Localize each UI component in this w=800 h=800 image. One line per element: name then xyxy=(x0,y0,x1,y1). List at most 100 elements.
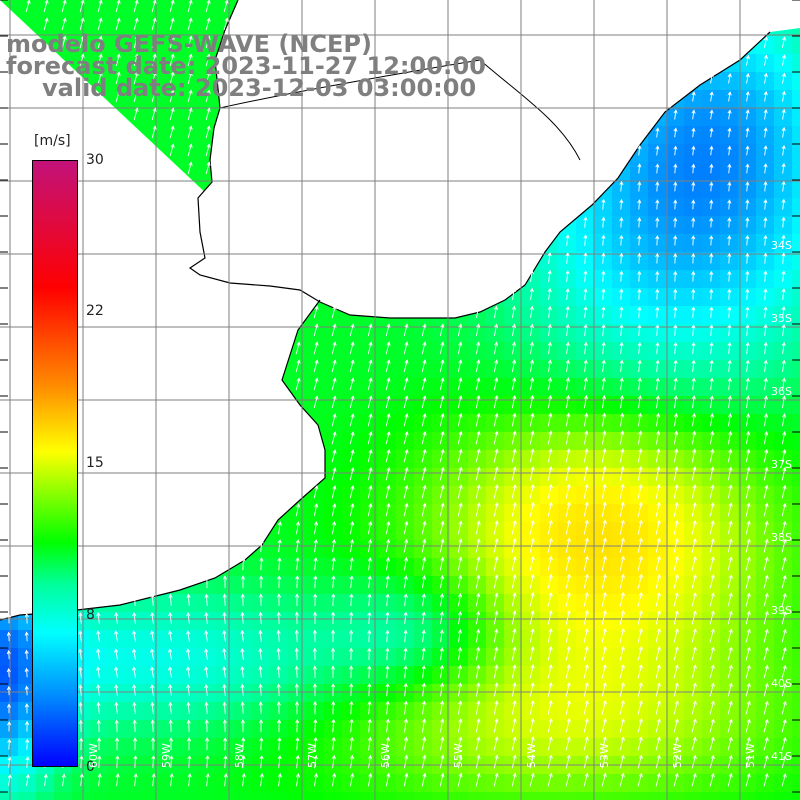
wind-speed-cell xyxy=(792,378,800,397)
wind-arrow xyxy=(439,754,445,769)
wind-speed-cell xyxy=(792,234,800,253)
wind-arrow xyxy=(439,520,445,535)
wind-speed-cell xyxy=(792,216,800,235)
wind-arrow xyxy=(403,629,408,643)
wind-arrow xyxy=(204,719,209,733)
wind-arrow xyxy=(205,737,210,751)
wind-arrow xyxy=(529,287,534,300)
wind-arrow xyxy=(673,306,678,318)
wind-speed-cell xyxy=(18,792,37,800)
wind-arrow xyxy=(349,395,355,409)
wind-arrow xyxy=(457,611,463,625)
wind-arrow xyxy=(781,431,787,445)
wind-speed-cell xyxy=(306,792,325,800)
wind-arrow xyxy=(565,537,571,553)
wind-arrow xyxy=(601,699,607,715)
wind-arrow xyxy=(493,448,499,463)
wind-arrow xyxy=(439,502,445,517)
wind-arrow xyxy=(151,755,156,769)
wind-arrow xyxy=(385,449,391,463)
wind-arrow xyxy=(763,773,769,787)
wind-arrow xyxy=(314,521,319,535)
wind-arrow xyxy=(457,377,463,391)
wind-arrow xyxy=(547,699,553,715)
wind-arrow xyxy=(493,466,499,481)
wind-arrow xyxy=(367,467,373,481)
wind-arrow xyxy=(565,501,571,517)
wind-arrow xyxy=(709,73,714,84)
wind-arrow xyxy=(637,377,642,391)
wind-arrow xyxy=(330,647,336,660)
wind-arrow xyxy=(781,144,786,156)
wind-arrow xyxy=(385,377,391,391)
wind-arrow xyxy=(403,520,409,535)
wind-arrow xyxy=(655,235,660,246)
wind-arrow xyxy=(709,288,714,300)
wind-arrow xyxy=(601,198,606,210)
wind-arrow xyxy=(96,630,101,642)
wind-arrow xyxy=(529,483,535,499)
wind-arrow xyxy=(601,288,606,300)
wind-arrow xyxy=(458,682,463,697)
wind-arrow xyxy=(727,610,733,625)
wind-arrow xyxy=(168,701,173,714)
wind-arrow xyxy=(349,431,355,445)
wind-arrow xyxy=(96,611,101,624)
wind-arrow xyxy=(601,394,607,409)
wind-arrow xyxy=(421,754,427,769)
wind-arrow xyxy=(781,736,787,751)
wind-arrow xyxy=(294,611,299,624)
wind-arrow xyxy=(673,555,679,571)
wind-arrow xyxy=(511,287,516,301)
wind-arrow xyxy=(583,483,589,499)
wind-arrow xyxy=(367,485,373,499)
wind-arrow xyxy=(583,718,589,733)
wind-speed-cell xyxy=(792,342,800,361)
wind-arrow xyxy=(565,465,571,481)
wind-arrow xyxy=(313,341,319,355)
wind-arrow xyxy=(709,682,715,697)
wind-arrow xyxy=(24,703,29,714)
wind-arrow xyxy=(24,667,29,678)
wind-arrow xyxy=(727,145,732,156)
wind-arrow xyxy=(583,754,589,769)
wind-arrow xyxy=(403,395,409,409)
wind-arrow xyxy=(529,555,535,571)
wind-arrow xyxy=(294,647,299,660)
wind-arrow xyxy=(385,700,390,715)
wind-arrow xyxy=(745,109,750,120)
wind-arrow xyxy=(619,430,625,445)
wind-arrow xyxy=(331,359,337,373)
wind-arrow xyxy=(655,181,660,192)
wind-arrow xyxy=(601,681,607,697)
latitude-label: 40S xyxy=(771,677,792,690)
wind-arrow xyxy=(529,628,535,643)
wind-arrow xyxy=(187,71,193,85)
wind-arrow xyxy=(781,610,787,625)
wind-arrow xyxy=(745,145,750,156)
wind-arrow xyxy=(295,772,301,787)
wind-arrow xyxy=(691,592,697,607)
wind-arrow xyxy=(547,718,553,733)
wind-arrow xyxy=(115,53,121,67)
wind-arrow xyxy=(205,35,211,49)
wind-speed-cell xyxy=(792,630,800,649)
wind-arrow xyxy=(24,720,30,732)
wind-arrow xyxy=(583,341,588,355)
wind-arrow xyxy=(637,359,642,373)
wind-arrow xyxy=(439,359,445,373)
wind-arrow xyxy=(457,484,463,499)
wind-arrow xyxy=(475,610,481,625)
wind-arrow xyxy=(240,647,245,660)
wind-arrow xyxy=(295,557,300,571)
wind-arrow xyxy=(745,324,750,336)
wind-arrow xyxy=(691,448,697,463)
wind-arrow xyxy=(439,682,445,697)
wind-arrow xyxy=(691,324,696,336)
wind-arrow xyxy=(349,665,354,679)
wind-arrow xyxy=(601,772,607,787)
wind-arrow xyxy=(565,341,570,355)
wind-speed-cell xyxy=(792,576,800,595)
wind-arrow xyxy=(79,17,85,31)
wind-arrow xyxy=(475,305,481,319)
